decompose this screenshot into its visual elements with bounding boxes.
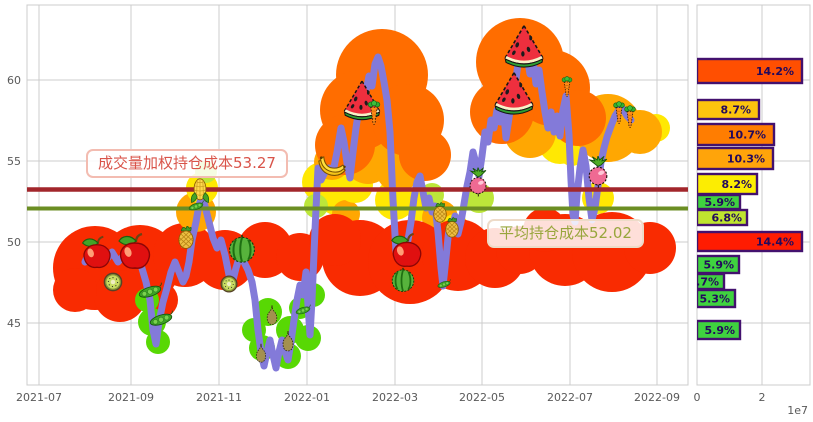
y-axis-tick-label: 60	[7, 74, 21, 87]
holding-bar-label: 5.9%	[703, 259, 734, 272]
volume-bars: 14.2% 8.7% 10.7% 10.3% 8.2% 5.9% 6.8% 14.4% 5.9%…	[688, 57, 804, 341]
radish-icon	[588, 156, 608, 188]
holding-bar-label: 5.9%	[704, 324, 735, 337]
panel-x-tick-label: 0	[694, 391, 701, 404]
y-axis-tick-label: 55	[7, 155, 21, 168]
holding-bar-label: 5.9%	[704, 196, 735, 209]
holding-bar-label: 14.4%	[756, 236, 794, 249]
kiwi-icon	[220, 275, 238, 293]
cost-bubble	[399, 129, 451, 181]
holding-bar-label: 5.3%	[699, 293, 730, 306]
holding-bar-label: 8.7%	[720, 104, 751, 117]
holding-bar-label: 14.2%	[756, 65, 794, 78]
x-axis-tick-label: 2021-09	[108, 391, 154, 404]
cost-bubble	[53, 268, 97, 312]
avg-cost-label: 平均持仓成本52.02	[487, 219, 644, 248]
vwap-cost-label: 成交量加权持仓成本53.27	[86, 149, 288, 178]
panel-scale-label: 1e7	[787, 404, 808, 417]
holding-bar	[697, 122, 776, 147]
y-axis-tick-label: 45	[7, 317, 21, 330]
holding-bar	[697, 230, 804, 253]
kiwi-icon	[103, 272, 123, 292]
x-axis-tick-label: 2021-07	[16, 391, 62, 404]
plot-border	[26, 4, 689, 386]
holding-bar	[697, 98, 761, 121]
cost-bubble	[309, 214, 361, 266]
main-chart: 2021-07 2021-09 2021-11 2022-01 2022-03 2022-…	[7, 4, 689, 404]
x-axis-tick-label: 2022-05	[459, 391, 505, 404]
holding-bar-label: 10.3%	[727, 153, 765, 166]
x-axis-tick-label: 2022-03	[372, 391, 418, 404]
x-axis-tick-label: 2021-11	[196, 391, 242, 404]
holding-bar-label: 6.8%	[711, 212, 742, 225]
holding-bar	[697, 288, 737, 309]
y-axis-tick-label: 50	[7, 236, 21, 249]
holding-bar	[697, 319, 742, 341]
panel-x-tick-label: 2	[759, 391, 766, 404]
x-axis-tick-label: 2022-09	[634, 391, 680, 404]
cost-bubble	[295, 325, 321, 351]
volume-profile-panel: 14.2% 8.7% 10.7% 10.3% 8.2% 5.9% 6.8% 14.4% 5.9%…	[688, 4, 811, 417]
holding-bar-label: 10.7%	[728, 129, 766, 142]
holding-bar	[697, 146, 775, 171]
holding-bar	[697, 57, 804, 85]
holding-bar-label: 8.2%	[721, 178, 752, 191]
x-axis-tick-label: 2022-07	[547, 391, 593, 404]
holding-bar	[697, 208, 749, 227]
holding-bar-label: 3.7%	[688, 276, 719, 289]
x-axis-tick-label: 2022-01	[284, 391, 330, 404]
